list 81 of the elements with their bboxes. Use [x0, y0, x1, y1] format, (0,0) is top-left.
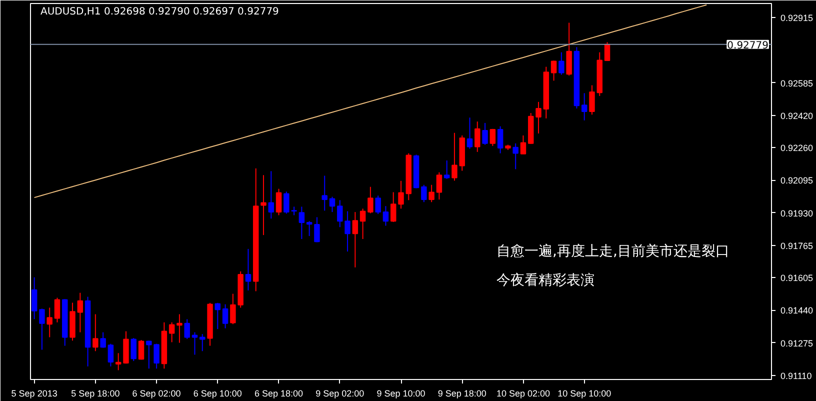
candlestick — [108, 343, 114, 367]
y-tick-label: 0.91605 — [780, 272, 814, 283]
y-tick-label: 0.92260 — [780, 142, 814, 153]
candlestick — [360, 208, 366, 240]
candlestick — [306, 220, 312, 237]
y-tick-label: 0.92915 — [780, 12, 814, 23]
ref-line-label: 0.92779 — [727, 40, 769, 52]
candlestick — [200, 334, 206, 352]
y-tick-label: 0.91440 — [780, 306, 814, 316]
candlestick — [245, 248, 252, 291]
chart-title: AUDUSD,H1 0.92698 0.92790 0.92697 0.92779 — [40, 6, 279, 18]
candlestick — [260, 174, 266, 236]
candlestick — [77, 292, 84, 333]
candlestick — [230, 293, 236, 325]
candlestick — [130, 338, 136, 362]
candlestick — [314, 216, 320, 243]
candlestick — [497, 126, 504, 154]
candlestick — [352, 212, 358, 268]
candlestick — [398, 180, 404, 210]
candlestick — [382, 206, 389, 226]
x-tick-label: 5 Sep 2013 — [11, 388, 58, 398]
annotation: 今夜看精彩表演 — [496, 272, 594, 288]
candlestick — [337, 200, 343, 228]
candlestick — [604, 42, 610, 62]
y-tick-label: 0.92095 — [780, 176, 814, 186]
candlestick — [512, 142, 518, 170]
candlestick — [115, 352, 122, 371]
candlestick — [482, 122, 488, 146]
x-tick-label: 10 Sep 02:00 — [496, 388, 550, 398]
candlestick — [298, 206, 305, 240]
candlestick — [558, 52, 564, 76]
x-tick-label: 6 Sep 10:00 — [193, 388, 242, 398]
annotation: 自愈一遍,再度上走,目前美市还是裂口 — [496, 244, 730, 260]
candlestick — [474, 121, 480, 152]
candlestick — [421, 184, 427, 203]
x-tick-label: 10 Sep 10:00 — [558, 388, 612, 398]
candlestick — [490, 128, 496, 146]
y-tick-label: 0.91110 — [780, 371, 812, 382]
candlestick — [566, 22, 572, 76]
candlestick — [168, 322, 175, 343]
candlestick — [550, 60, 557, 82]
candlestick — [368, 186, 374, 214]
x-tick-label: 9 Sep 10:00 — [376, 388, 426, 398]
candlestick — [184, 318, 190, 340]
candlestick — [390, 192, 396, 222]
candlestick — [214, 302, 221, 330]
candlestick — [92, 314, 98, 352]
x-tick-label: 6 Sep 02:00 — [132, 388, 181, 398]
x-tick-label: 9 Sep 02:00 — [316, 388, 364, 398]
candlestick — [123, 330, 129, 364]
candlestick — [520, 134, 526, 154]
candlestick — [222, 304, 228, 329]
candlestick — [322, 175, 328, 212]
candlestick — [344, 210, 350, 252]
candlestick — [268, 170, 274, 220]
candlestick — [375, 195, 381, 215]
y-tick-label: 0.92420 — [780, 111, 814, 122]
x-tick-label: 9 Sep 18:00 — [438, 388, 486, 398]
candlestick — [581, 92, 588, 121]
y-tick-label: 0.91930 — [780, 208, 814, 218]
y-tick-label: 0.91275 — [780, 338, 814, 348]
candlestick — [536, 101, 542, 134]
candlestick — [176, 314, 182, 344]
candlestick — [46, 307, 52, 338]
candlestick — [100, 332, 106, 348]
candlestick — [444, 160, 450, 180]
y-tick-label: 0.91765 — [780, 241, 814, 252]
x-tick-label: 5 Sep 18:00 — [71, 388, 120, 398]
candlestick — [436, 172, 442, 200]
candlestick — [589, 84, 595, 116]
candlestick — [329, 196, 336, 213]
x-tick-label: 6 Sep 18:00 — [254, 388, 304, 398]
candlestick — [276, 188, 282, 216]
candlestick — [54, 297, 60, 323]
candlestick — [428, 184, 434, 203]
candlestick — [39, 308, 45, 350]
candlestick — [138, 340, 144, 360]
line-series — [34, 4, 708, 198]
candlestick — [31, 276, 38, 320]
y-tick-label: 0.92585 — [780, 78, 814, 88]
candlestick — [466, 117, 473, 150]
